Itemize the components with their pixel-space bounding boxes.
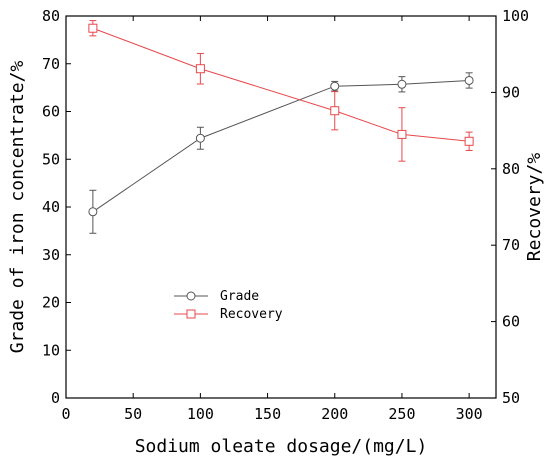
legend: Grade Recovery bbox=[174, 289, 283, 322]
left-y-axis-title: Grade of iron concentrate/% bbox=[7, 61, 28, 354]
grade-data-point bbox=[330, 81, 340, 91]
x-tick-label: 300 bbox=[456, 405, 483, 423]
legend-recovery-marker bbox=[186, 309, 196, 319]
right-y-tick-label: 70 bbox=[502, 236, 520, 254]
legend-grade-marker bbox=[186, 291, 196, 301]
right-y-axis-title: Recovery/% bbox=[524, 153, 545, 262]
grade-data-point bbox=[397, 79, 407, 89]
left-y-tick-label: 60 bbox=[42, 103, 60, 121]
recovery-series-line bbox=[92, 27, 470, 142]
left-y-tick-label: 10 bbox=[42, 341, 60, 359]
grade-data-point bbox=[88, 207, 98, 217]
grade-data-point bbox=[464, 75, 474, 85]
x-tick-label: 50 bbox=[124, 405, 142, 423]
right-y-tick-label: 50 bbox=[502, 389, 520, 407]
series-layer bbox=[88, 20, 474, 234]
x-axis-ticks: 0 50 100 150 200 250 300 bbox=[61, 16, 483, 423]
grade-series-line bbox=[92, 79, 470, 213]
right-y-tick-label: 60 bbox=[502, 313, 520, 331]
right-y-tick-label: 90 bbox=[502, 83, 520, 101]
legend-grade-label: Grade bbox=[220, 289, 259, 304]
recovery-data-point bbox=[330, 106, 340, 116]
recovery-data-point bbox=[397, 129, 407, 139]
x-tick-label: 0 bbox=[61, 405, 70, 423]
left-y-tick-label: 70 bbox=[42, 55, 60, 73]
legend-recovery-label: Recovery bbox=[220, 307, 283, 322]
left-y-tick-label: 20 bbox=[42, 294, 60, 312]
right-y-tick-label: 80 bbox=[502, 160, 520, 178]
x-tick-label: 100 bbox=[187, 405, 214, 423]
x-tick-label: 250 bbox=[388, 405, 415, 423]
x-tick-label: 150 bbox=[254, 405, 281, 423]
x-axis-title: Sodium oleate dosage/(mg/L) bbox=[135, 436, 428, 457]
left-y-tick-label: 40 bbox=[42, 198, 60, 216]
right-y-tick-label: 100 bbox=[502, 7, 529, 25]
left-y-axis-ticks: 0 10 20 30 40 50 60 70 80 bbox=[42, 7, 71, 407]
recovery-data-point bbox=[464, 136, 474, 146]
left-y-tick-label: 50 bbox=[42, 150, 60, 168]
left-y-tick-label: 0 bbox=[51, 389, 60, 407]
right-y-axis-ticks: 50 60 70 80 90 100 bbox=[491, 7, 529, 407]
plot-frame bbox=[65, 15, 497, 399]
left-y-tick-label: 30 bbox=[42, 246, 60, 264]
recovery-data-point bbox=[195, 64, 205, 74]
x-tick-label: 200 bbox=[321, 405, 348, 423]
grade-data-point bbox=[195, 133, 205, 143]
recovery-data-point bbox=[88, 23, 98, 33]
left-y-tick-label: 80 bbox=[42, 7, 60, 25]
